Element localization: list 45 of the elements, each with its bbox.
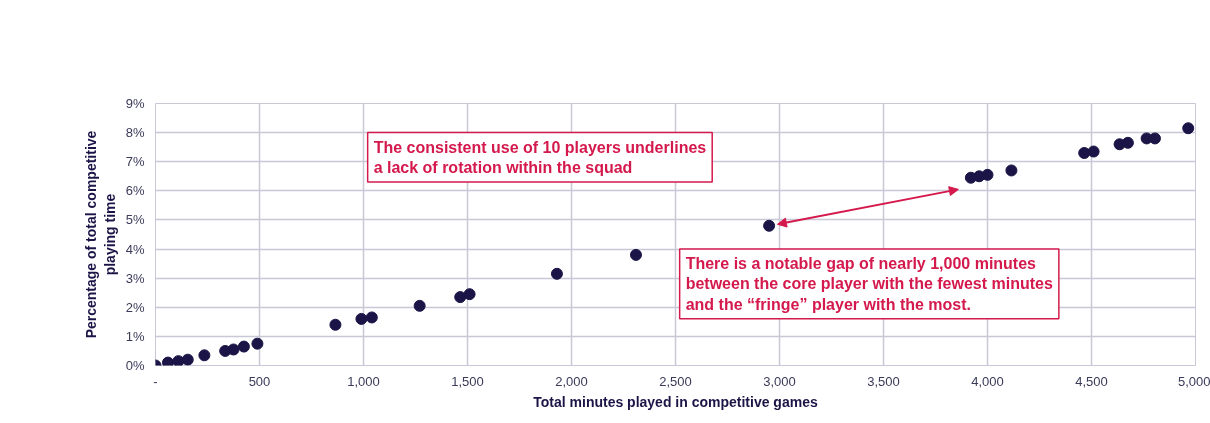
x-tick-label: 2,500	[659, 373, 692, 389]
x-tick-label: 2,000	[555, 373, 588, 389]
x-tick-label: 500	[248, 373, 271, 389]
point	[365, 311, 378, 324]
point	[550, 267, 563, 280]
y-tick-label: 6%	[125, 183, 145, 199]
point	[454, 291, 467, 304]
x-axis-title: Total minutes played in competitive games	[533, 393, 818, 410]
point	[1087, 145, 1100, 158]
point	[355, 312, 368, 325]
point	[251, 337, 264, 350]
y-tick-label: 7%	[125, 154, 145, 170]
x-tick-label: 4,500	[1075, 373, 1108, 389]
y-tick-label: 3%	[125, 270, 145, 286]
x-tick-label: 3,500	[867, 373, 900, 389]
point	[981, 168, 994, 181]
point	[172, 355, 185, 366]
point	[463, 288, 476, 301]
point	[198, 349, 211, 362]
point	[237, 340, 250, 353]
x-tick-label: -	[153, 373, 158, 389]
y-tick-label: 1%	[125, 328, 145, 344]
annotation: There is a notable gap of nearly 1,000 minutes between the core player with the fewest minutes and the “fringe” player with the most.	[685, 255, 1053, 313]
y-tick-label: 5%	[125, 212, 145, 228]
point	[227, 343, 240, 356]
y-tick-label: 4%	[125, 241, 145, 257]
x-tick-label: 3,000	[763, 373, 796, 389]
y-tick-label: 8%	[125, 125, 145, 141]
y-tick-label: 0%	[125, 358, 145, 373]
x-tick-label: 1,500	[451, 373, 484, 389]
point	[413, 299, 426, 312]
point	[629, 248, 642, 261]
y-tick-label: 2%	[125, 299, 145, 315]
point	[763, 219, 776, 232]
point	[1005, 164, 1018, 177]
x-tick-label: 5,000	[1177, 373, 1210, 389]
annotation: The consistent use of 10 players underlines a lack of rotation within the squad	[373, 138, 707, 177]
point	[161, 356, 174, 366]
y-axis-title: Percentage of total competitive playing time	[82, 130, 118, 339]
x-tick-label: 1,000	[347, 373, 380, 389]
y-tick-label: 9%	[125, 96, 145, 111]
x-tick-label: 4,000	[971, 373, 1004, 389]
point	[181, 353, 194, 366]
point	[1182, 122, 1195, 135]
point	[329, 318, 342, 331]
